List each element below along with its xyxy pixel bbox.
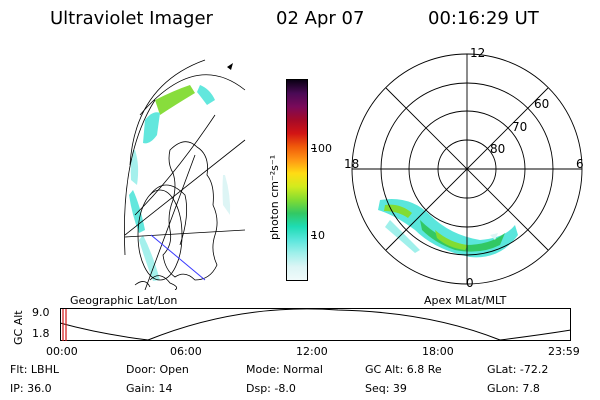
geo-emission (129, 85, 231, 281)
lat-label-60: 60 (534, 97, 550, 111)
timeline-x-1: 06:00 (170, 345, 202, 358)
filter-readout: Flt: LBHL (10, 363, 59, 376)
altitude-timeline (60, 308, 572, 341)
colorbar-tick-mark (311, 148, 316, 149)
ip-readout: IP: 36.0 (10, 382, 52, 395)
lat-circle-outer (139, 74, 246, 116)
mlt-label-6: 6 (576, 157, 584, 171)
colorbar-tick-mark (311, 235, 316, 236)
timeline-y-max: 9.0 (32, 306, 50, 319)
timeline-axis-label: GC Alt (12, 310, 25, 345)
mlt-label-12: 12 (470, 46, 486, 60)
mlt-label-0: 0 (466, 276, 474, 290)
geo-panel-label: Geographic Lat/Lon (70, 294, 178, 307)
polar-plot (351, 53, 583, 285)
polar-panel-label: Apex MLat/MLT (424, 294, 507, 307)
glat-readout: GLat: -72.2 (487, 363, 549, 376)
geographic-map (124, 59, 246, 290)
colorbar-tick-10: 10 (311, 229, 325, 242)
timeline-y-min: 1.8 (32, 327, 50, 340)
polar-emission (378, 199, 518, 258)
colorbar-tick-100: 100 (311, 142, 332, 155)
gc-alt-readout: GC Alt: 6.8 Re (365, 363, 442, 376)
timeline-x-3: 18:00 (422, 345, 454, 358)
time-readout: 00:16:29 UT (428, 8, 539, 29)
colorbar-unit-label: photon cm⁻²s⁻¹ (268, 154, 281, 240)
gain-readout: Gain: 14 (126, 382, 173, 395)
door-readout: Door: Open (126, 363, 189, 376)
timeline-x-4: 23:59 (548, 345, 580, 358)
dsp-readout: Dsp: -8.0 (246, 382, 296, 395)
lat-label-70: 70 (512, 120, 528, 134)
timeline-x-0: 00:00 (46, 345, 78, 358)
glon-readout: GLon: 7.8 (487, 382, 540, 395)
app-title: Ultraviolet Imager (50, 8, 213, 29)
seq-readout: Seq: 39 (365, 382, 407, 395)
timeline-x-2: 12:00 (296, 345, 328, 358)
date-readout: 02 Apr 07 (276, 8, 365, 29)
lat-label-80: 80 (490, 142, 506, 156)
mlt-label-18: 18 (344, 157, 360, 171)
colorbar (286, 79, 308, 281)
mode-readout: Mode: Normal (246, 363, 323, 376)
